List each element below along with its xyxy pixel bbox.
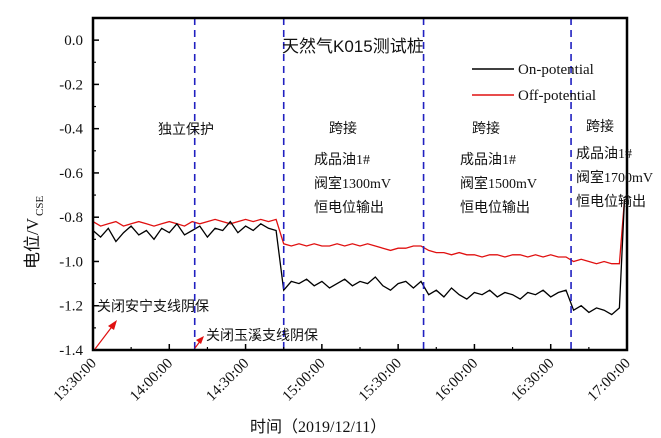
- phase2-line1: 成品油1#: [314, 152, 370, 168]
- phase4-line2: 阀室1700mV: [576, 169, 653, 186]
- event1-label: 关闭安宁支线阴保: [97, 298, 209, 315]
- legend-label-on: On-potential: [518, 62, 594, 78]
- y-tick-label: -1.4: [59, 343, 83, 359]
- y-tick-label: -1.2: [59, 299, 83, 315]
- y-tick-label: -0.8: [59, 210, 83, 226]
- x-tick-label: 14:00:00: [127, 356, 176, 405]
- series-line-on-potential: [92, 199, 626, 316]
- phase4-label: 跨接 成品油1# 阀室1700mV 恒电位输出: [576, 118, 653, 210]
- svg-text:电位/VCSE: 电位/VCSE: [23, 196, 46, 269]
- x-tick-label: 15:00:00: [280, 356, 329, 405]
- legend-label-off: Off-potential: [518, 88, 596, 104]
- y-axis: 0.0 -0.2 -0.4 -0.6 -0.8 -1.0 -1.2 -1.4: [59, 33, 99, 359]
- chart-title: 天然气K015测试桩: [282, 37, 424, 56]
- x-tick-label: 17:00:00: [585, 356, 634, 405]
- y-axis-title: 电位/VCSE: [23, 196, 46, 269]
- phase4-line1: 成品油1#: [576, 146, 632, 162]
- x-axis-title: 时间（2019/12/11）: [250, 418, 386, 436]
- phase3-line2: 阀室1500mV: [460, 175, 537, 192]
- x-tick-label: 15:30:00: [356, 356, 405, 405]
- phase3-title: 跨接: [472, 120, 500, 137]
- x-tick-label: 13:30:00: [51, 356, 100, 405]
- y-axis-title-main: 电位/V: [23, 217, 42, 269]
- plot-series: [92, 199, 626, 316]
- y-tick-label: -0.4: [59, 122, 83, 138]
- y-tick-label: 0.0: [64, 33, 83, 49]
- x-tick-label: 16:30:00: [509, 356, 558, 405]
- phase3-line3: 恒电位输出: [460, 200, 530, 216]
- x-tick-label: 16:00:00: [432, 356, 481, 405]
- x-axis: 13:30:00 14:00:00 14:30:00 15:00:00 15:30:00…: [51, 344, 634, 405]
- y-tick-label: -1.0: [59, 254, 83, 270]
- event2-label: 关闭玉溪支线阴保: [206, 328, 318, 344]
- phase4-title: 跨接: [586, 118, 614, 135]
- y-axis-title-sub: CSE: [34, 196, 46, 216]
- series-line-off-potential: [92, 199, 626, 265]
- legend: On-potential Off-potential: [472, 62, 596, 104]
- phase1-label: 独立保护: [158, 122, 214, 138]
- phase3-label: 跨接 成品油1# 阀室1500mV 恒电位输出: [460, 120, 537, 216]
- x-tick-label: 14:30:00: [203, 356, 252, 405]
- phase2-title: 跨接: [329, 120, 357, 137]
- event2-arrow: [194, 336, 204, 349]
- phase3-line1: 成品油1#: [460, 152, 516, 168]
- phase4-line3: 恒电位输出: [576, 194, 646, 210]
- y-tick-label: -0.6: [59, 166, 83, 182]
- phase2-line3: 恒电位输出: [314, 200, 384, 216]
- phase-dividers: [193, 18, 572, 350]
- phase2-line2: 阀室1300mV: [314, 175, 391, 192]
- y-tick-label: -0.2: [59, 77, 83, 93]
- phase2-label: 跨接 成品油1# 阀室1300mV 恒电位输出: [314, 120, 391, 216]
- event1-arrow: [94, 320, 117, 350]
